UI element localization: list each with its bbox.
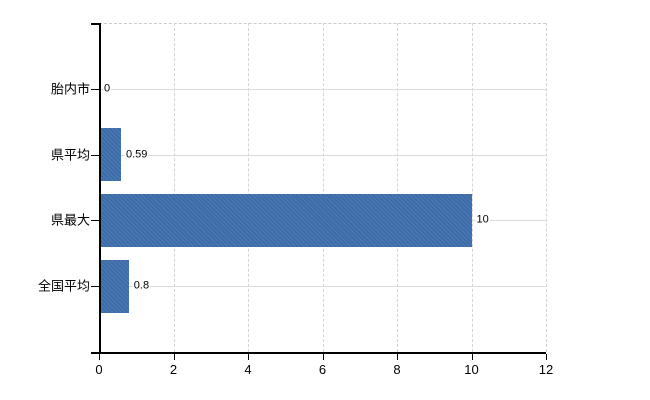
x-tick-mark xyxy=(322,354,324,360)
x-tick-mark xyxy=(248,354,249,360)
bar-value-label: 0 xyxy=(103,82,112,96)
grid-line-x xyxy=(471,23,473,352)
x-axis-line xyxy=(91,352,546,354)
x-tick-mark xyxy=(173,354,175,360)
bar-value-label: 0.59 xyxy=(124,148,149,162)
x-tick-label: 8 xyxy=(393,362,401,377)
x-tick-label: 2 xyxy=(169,362,178,377)
grid-line-y xyxy=(99,89,546,90)
grid-line-x xyxy=(397,23,398,352)
grid-line-y xyxy=(99,286,546,287)
x-tick-mark xyxy=(397,354,398,360)
y-tick-mark xyxy=(91,286,99,287)
y-axis-line xyxy=(99,23,101,354)
x-tick-label: 6 xyxy=(318,362,327,377)
grid-line-x xyxy=(546,23,547,352)
grid-line-x xyxy=(248,23,249,352)
bar-value-label: 0.8 xyxy=(132,279,151,293)
grid-line-y xyxy=(99,155,546,156)
bar-value-label: 10 xyxy=(475,213,490,227)
bar xyxy=(100,260,129,313)
grid-line-x xyxy=(173,23,175,352)
bar xyxy=(100,194,472,247)
bar xyxy=(100,128,121,181)
category-label: 県最大 xyxy=(50,212,90,228)
category-label: 胎内市 xyxy=(50,81,90,97)
grid-line-x xyxy=(322,23,324,352)
x-tick-mark xyxy=(471,354,473,360)
x-tick-mark xyxy=(99,354,100,360)
category-label: 県平均 xyxy=(50,147,90,163)
x-tick-label: 4 xyxy=(244,362,252,377)
y-tick-mark xyxy=(91,89,99,90)
y-tick-mark xyxy=(91,155,99,156)
y-tick-mark xyxy=(91,220,99,221)
x-tick-label: 10 xyxy=(464,362,479,377)
category-label: 全国平均 xyxy=(37,278,90,294)
x-tick-mark xyxy=(546,354,547,360)
x-tick-label: 12 xyxy=(538,362,554,377)
x-tick-label: 0 xyxy=(95,362,103,377)
y-axis-top-tick-mark xyxy=(91,23,99,25)
